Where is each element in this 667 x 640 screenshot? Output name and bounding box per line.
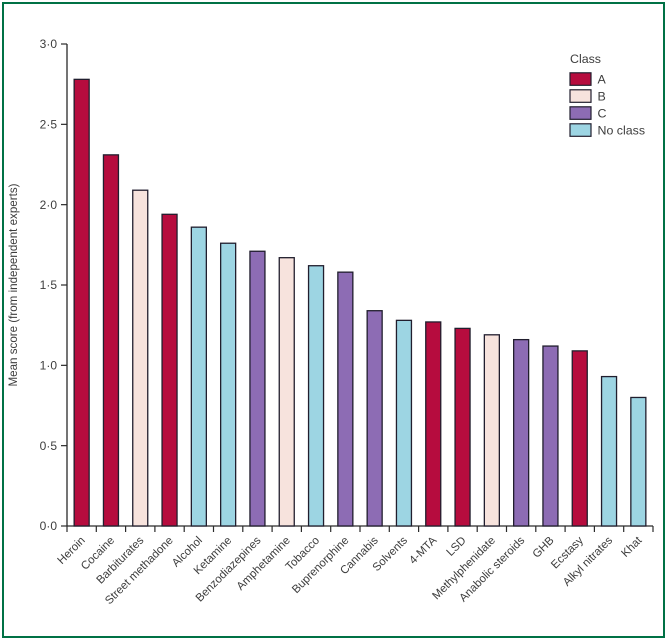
bar-cannabis [366,310,383,527]
bar-methylphenidate [483,334,501,527]
y-tick-label: 1·0 [40,359,58,373]
bar-solvents [395,319,413,527]
y-tick-label: 3·0 [40,37,58,51]
x-label-khat: Khat [619,534,645,560]
bar-tobacco [307,265,325,527]
legend-label-a: A [598,72,607,86]
bar-amphetamine [278,257,295,527]
bar-4-mta [425,321,442,527]
bar-street-methadone [161,213,178,527]
legend-swatch-a [569,72,592,86]
y-tick-label: 0·5 [40,439,58,453]
legend-label-no-class: No class [598,123,646,137]
legend-swatch-b [569,89,592,103]
bar-alcohol [190,226,208,527]
bar-alkyl-nitrates [600,375,618,527]
y-tick-label: 1·5 [40,278,58,292]
legend-label-b: B [598,89,606,103]
bar-ghb [542,345,559,527]
legend-swatch-c [569,106,592,120]
bar-cocaine [102,154,120,527]
x-label-ghb: GHB [531,535,557,561]
bar-khat [630,396,647,527]
x-label-4-mta: 4-MTA [407,534,439,566]
bar-lsd [454,327,471,527]
legend-swatch-no-class [569,123,592,137]
bar-ecstasy [571,350,588,527]
bar-heroin [73,78,90,527]
bar-ketamine [219,242,237,527]
bar-benzodiazepines [249,250,266,527]
y-tick-label: 2·0 [40,198,58,212]
x-label-lsd: LSD [445,535,469,559]
bar-barbiturates [132,189,149,527]
legend-title: Class [570,52,601,66]
y-tick-label: 0·0 [40,519,58,533]
y-tick-label: 2·5 [40,118,58,132]
bar-anabolic-steroids [513,338,530,527]
legend-label-c: C [598,106,607,120]
y-axis-title: Mean score (from independent experts) [7,183,20,386]
bar-buprenorphine [337,271,354,527]
